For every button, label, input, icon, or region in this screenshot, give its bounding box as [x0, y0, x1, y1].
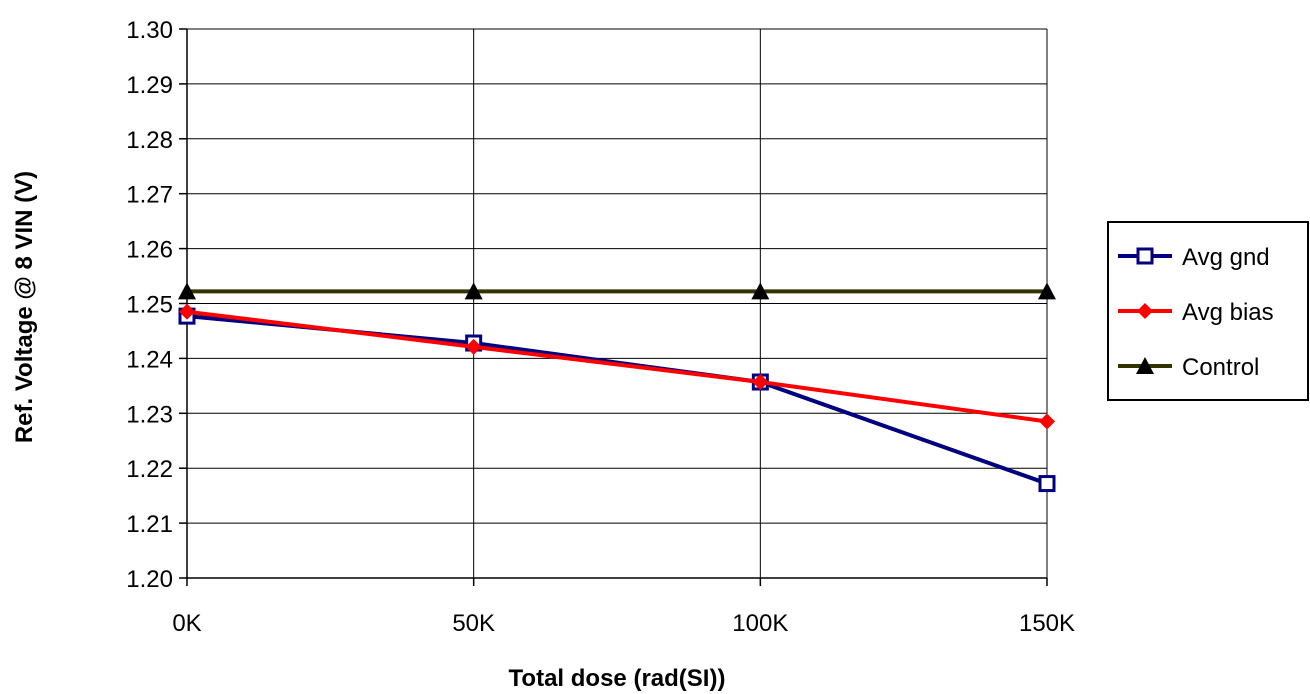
series	[178, 282, 1056, 493]
data-point	[179, 303, 195, 320]
legend-label: Avg gnd	[1182, 244, 1270, 271]
data-point	[464, 282, 483, 300]
x-tick-labels: 0K 50K 100K 150K	[172, 610, 1075, 637]
y-axis-title: Ref. Voltage @ 8 VIN (V)	[11, 171, 38, 443]
y-tick-label: 1.30	[126, 17, 173, 44]
x-axis-title: Total dose (rad(SI))	[509, 665, 726, 692]
legend-swatch-marker	[1137, 303, 1153, 319]
series-avg-gnd	[178, 307, 1056, 493]
series-line	[186, 309, 1048, 424]
data-point	[1039, 413, 1055, 430]
y-tick-labels: 1.20 1.21 1.22 1.23 1.24 1.25 1.26 1.27 1.28 1.29…	[126, 17, 173, 593]
legend-label: Avg bias	[1182, 299, 1274, 326]
y-tick-label: 1.26	[126, 237, 173, 264]
data-point	[751, 282, 770, 300]
legend-label: Control	[1182, 354, 1259, 381]
y-tick-label: 1.23	[126, 401, 173, 428]
y-tick-label: 1.20	[126, 566, 173, 593]
data-point	[178, 282, 196, 300]
gridlines	[187, 28, 1048, 578]
series-avg-bias	[179, 303, 1055, 430]
legend-item: Control	[1118, 354, 1259, 381]
legend-swatch-marker	[1136, 357, 1154, 374]
axes	[179, 28, 1048, 586]
y-tick-label: 1.22	[126, 456, 173, 483]
x-tick-label: 150K	[1019, 610, 1075, 637]
y-tick-label: 1.24	[126, 346, 173, 373]
data-point	[1038, 282, 1056, 300]
series-control	[178, 282, 1056, 300]
x-tick-label: 0K	[172, 610, 201, 637]
y-tick-label: 1.29	[126, 72, 173, 99]
legend-item: Avg bias	[1118, 299, 1274, 326]
legend-item: Avg gnd	[1118, 244, 1270, 271]
y-tick-label: 1.25	[126, 292, 173, 319]
y-tick-label: 1.28	[126, 127, 173, 154]
data-point	[465, 338, 482, 355]
legend-swatch-marker	[1136, 247, 1154, 265]
y-tick-label: 1.27	[126, 182, 173, 209]
x-tick-label: 50K	[452, 610, 495, 637]
y-tick-label: 1.21	[126, 511, 173, 538]
data-point	[1038, 475, 1056, 493]
legend: Avg gnd Avg bias Control	[1107, 221, 1309, 401]
x-tick-label: 100K	[732, 610, 788, 637]
series-line	[186, 314, 1048, 486]
data-point	[752, 374, 769, 391]
